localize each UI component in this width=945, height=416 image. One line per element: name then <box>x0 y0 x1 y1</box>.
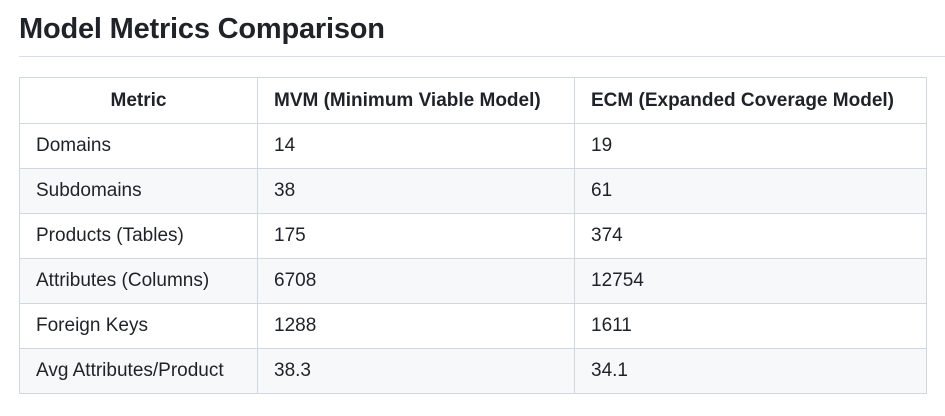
table-row: Attributes (Columns) 6708 12754 <box>19 258 927 304</box>
ecm-value: 374 <box>574 213 927 259</box>
ecm-value: 34.1 <box>574 348 927 394</box>
header-mvm: MVM (Minimum Viable Model) <box>257 77 575 124</box>
page-title: Model Metrics Comparison <box>19 13 385 45</box>
ecm-value: 19 <box>574 123 927 169</box>
ecm-value: 61 <box>574 168 927 214</box>
table-row: Subdomains 38 61 <box>19 168 927 214</box>
metrics-table: Metric MVM (Minimum Viable Model) ECM (E… <box>19 77 927 394</box>
header-ecm: ECM (Expanded Coverage Model) <box>574 77 927 124</box>
table-row: Products (Tables) 175 374 <box>19 213 927 259</box>
metric-name: Subdomains <box>19 168 258 214</box>
metric-name: Domains <box>19 123 258 169</box>
mvm-value: 14 <box>257 123 575 169</box>
ecm-value: 1611 <box>574 303 927 349</box>
table-row: Domains 14 19 <box>19 123 927 169</box>
table-header: Metric MVM (Minimum Viable Model) ECM (E… <box>19 77 927 124</box>
header-row: Metric MVM (Minimum Viable Model) ECM (E… <box>19 77 927 124</box>
mvm-value: 38 <box>257 168 575 214</box>
metric-name: Products (Tables) <box>19 213 258 259</box>
table-row: Foreign Keys 1288 1611 <box>19 303 927 349</box>
mvm-value: 175 <box>257 213 575 259</box>
mvm-value: 6708 <box>257 258 575 304</box>
mvm-value: 38.3 <box>257 348 575 394</box>
metric-name: Foreign Keys <box>19 303 258 349</box>
metric-name: Attributes (Columns) <box>19 258 258 304</box>
title-divider <box>19 56 945 57</box>
metric-name: Avg Attributes/Product <box>19 348 258 394</box>
mvm-value: 1288 <box>257 303 575 349</box>
ecm-value: 12754 <box>574 258 927 304</box>
table-row: Avg Attributes/Product 38.3 34.1 <box>19 348 927 394</box>
table-body: Domains 14 19 Subdomains 38 61 Products … <box>19 123 927 394</box>
header-metric: Metric <box>19 77 258 124</box>
